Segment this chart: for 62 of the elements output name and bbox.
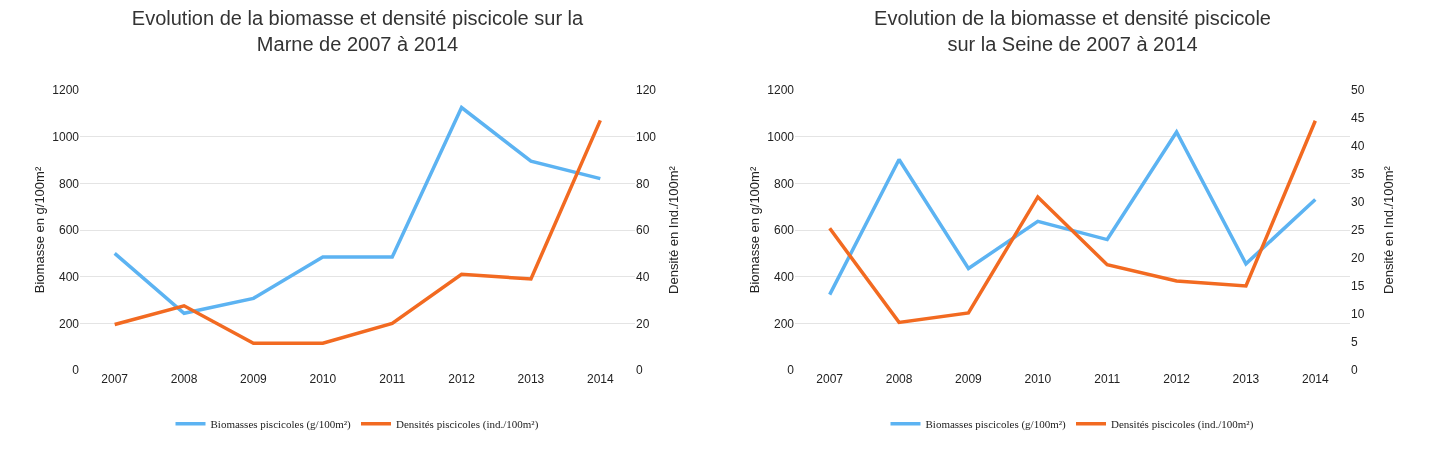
x-tick-label: 2013	[517, 372, 545, 386]
y2-tick-label: 60	[636, 223, 650, 238]
y-tick-label: 200	[773, 316, 795, 331]
y2-tick-label: 15	[1351, 279, 1365, 294]
y-axis-title: Biomasse en g/100m²	[747, 166, 762, 294]
y-tick-label: 600	[58, 223, 80, 238]
x-tick-label: 2009	[955, 372, 983, 386]
x-tick-label: 2012	[1163, 372, 1191, 386]
y-tick-label: 400	[58, 269, 80, 284]
y2-tick-label: 80	[636, 176, 650, 191]
y-tick-label: 800	[58, 176, 80, 191]
y-tick-label: 800	[773, 176, 795, 191]
y-tick-label: 0	[72, 363, 80, 378]
y2-tick-label: 20	[1351, 251, 1365, 266]
x-tick-label: 2007	[101, 372, 129, 386]
line-series	[827, 130, 1318, 297]
line-series	[827, 119, 1318, 325]
chart-title: Evolution de la biomasse et densité piscicole sur la Seine de 2007 à 2014	[874, 6, 1271, 55]
y2-tick-label: 100	[636, 129, 657, 144]
y-tick-label: 400	[773, 269, 795, 284]
y-tick-label: 0	[787, 363, 795, 378]
legend-label: Densités piscicoles (ind./100m²)	[1111, 417, 1254, 431]
x-tick-label: 2010	[1024, 372, 1052, 386]
x-tick-label: 2008	[170, 372, 198, 386]
x-tick-label: 2011	[379, 372, 406, 386]
x-tick-label: 2012	[448, 372, 476, 386]
legend-label: Densités piscicoles (ind./100m²)	[396, 417, 539, 431]
y2-tick-label: 40	[1351, 139, 1365, 154]
x-tick-label: 2007	[816, 372, 844, 386]
y2-axis-title: Densité en Ind./100m²	[665, 165, 681, 294]
y2-tick-label: 40	[636, 269, 650, 284]
legend-label: Biomasses piscicoles (g/100m²)	[925, 417, 1067, 431]
y-tick-label: 1000	[767, 129, 795, 144]
y-tick-label: 600	[773, 223, 795, 238]
y2-tick-label: 35	[1351, 167, 1365, 182]
y2-tick-label: 0	[1351, 363, 1358, 378]
x-tick-label: 2014	[586, 372, 614, 386]
y-axis-title: Biomasse en g/100m²	[32, 166, 47, 294]
x-tick-label: 2008	[885, 372, 913, 386]
y2-tick-label: 10	[1351, 307, 1365, 322]
x-tick-label: 2013	[1232, 372, 1260, 386]
legend-label: Biomasses piscicoles (g/100m²)	[210, 417, 352, 431]
y2-tick-label: 50	[1351, 83, 1365, 98]
y2-tick-label: 25	[1351, 223, 1365, 238]
line-series	[112, 118, 603, 345]
y2-tick-label: 120	[636, 83, 657, 98]
y-tick-label: 200	[58, 316, 80, 331]
y2-tick-label: 20	[636, 316, 650, 331]
y-tick-label: 1000	[52, 129, 80, 144]
x-tick-label: 2010	[309, 372, 337, 386]
y2-tick-label: 0	[636, 363, 643, 378]
x-tick-label: 2011	[1094, 372, 1121, 386]
y-tick-label: 1200	[52, 83, 80, 98]
y-tick-label: 1200	[767, 83, 795, 98]
y2-tick-label: 30	[1351, 195, 1365, 210]
x-tick-label: 2014	[1301, 372, 1329, 386]
y2-tick-label: 45	[1351, 111, 1365, 126]
y2-axis-title: Densité en Ind./100m²	[1380, 165, 1396, 294]
chart-title: Evolution de la biomasse et densité piscicole sur la Marne de 2007 à 2014	[131, 6, 585, 55]
y2-tick-label: 5	[1351, 335, 1358, 350]
x-tick-label: 2009	[240, 372, 268, 386]
line-series	[112, 105, 603, 316]
